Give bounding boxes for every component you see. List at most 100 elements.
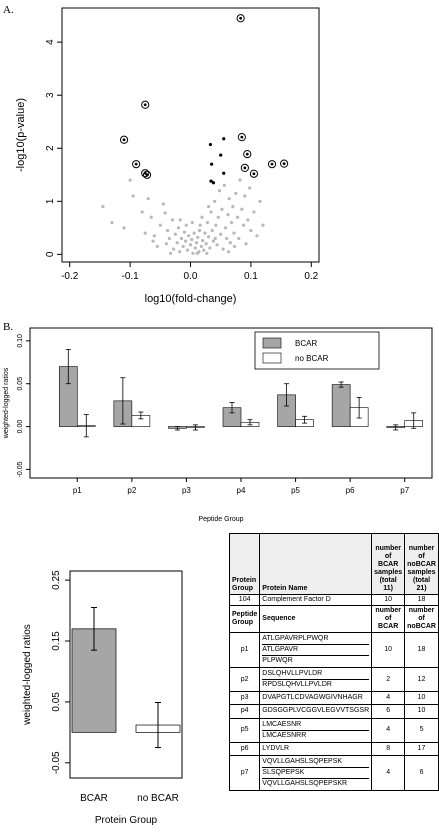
- grey-point: [211, 239, 216, 243]
- protein-bar-chart: -0.05 0.05 0.15 0.25 weighted-logged ratios B…: [22, 570, 183, 826]
- subheader-nobcar: number of noBCAR: [404, 605, 439, 634]
- sequence-cell: LYDVLR: [259, 741, 373, 756]
- grey-point: [209, 210, 213, 214]
- circled-point: [240, 135, 244, 139]
- grey-point: [258, 199, 262, 203]
- grey-point: [249, 228, 253, 233]
- y-tick-label: 2: [45, 145, 56, 151]
- grey-point: [200, 215, 204, 219]
- circled-point: [145, 173, 149, 177]
- grey-point: [149, 215, 153, 219]
- peptide-sequence: GDSGGPLVCGGVLEGVVTSGSR: [262, 707, 370, 715]
- grey-point: [220, 207, 224, 211]
- grey-point: [181, 244, 185, 249]
- panel-label-a: A.: [3, 4, 14, 16]
- bcar-count-cell: 2: [371, 667, 406, 693]
- peptide-sequence: SLSQPEPSK: [262, 768, 370, 779]
- grey-point: [222, 183, 226, 188]
- peptide-group-cell: p7: [228, 754, 261, 791]
- circled-point-ring: [236, 14, 245, 23]
- circled-point: [134, 162, 138, 166]
- grey-point: [243, 194, 247, 198]
- x-tick-label: p5: [291, 486, 300, 495]
- grey-point: [213, 236, 217, 241]
- nobcar-count-cell: 6: [404, 754, 439, 791]
- table-row: p5 LMCAESNR LMCAESNRR 4 5: [228, 717, 439, 743]
- header-protein-name: Protein Name: [259, 533, 373, 595]
- peptide-group-cell: p3: [228, 691, 261, 706]
- grey-point: [226, 212, 230, 217]
- circled-point-ring: [141, 100, 150, 109]
- x-tick-label: p1: [73, 486, 82, 495]
- grey-point: [164, 242, 168, 246]
- grey-point: [255, 234, 259, 238]
- grey-point: [194, 241, 199, 245]
- circled-point-ring: [280, 159, 289, 168]
- x-tick-label: p7: [400, 486, 409, 495]
- peptide-sequence: RPDSLQHVLLPVLDR: [262, 681, 332, 689]
- header-protein-group: Protein Group: [228, 533, 261, 595]
- plot-frame: [61, 7, 320, 263]
- grey-point: [151, 239, 155, 243]
- grey-point: [140, 210, 144, 214]
- grey-point: [163, 211, 167, 215]
- grey-point: [208, 246, 212, 250]
- grey-point: [101, 205, 105, 209]
- peptide-sequence: DSLQHVLLPVLDR: [262, 669, 370, 681]
- protein-group-cell: 104: [228, 593, 261, 607]
- grey-point: [228, 241, 232, 245]
- grey-point: [184, 223, 188, 227]
- grey-point: [161, 202, 165, 206]
- peptide-sequence: PLPWQR: [262, 657, 293, 665]
- grey-point: [223, 226, 228, 230]
- circled-point: [122, 138, 126, 142]
- grey-point: [178, 250, 182, 254]
- grey-point: [215, 243, 219, 247]
- grey-point: [203, 231, 207, 235]
- grey-point: [202, 248, 206, 252]
- table-row: p1 ATLGPAVRPLPWQR ATLGPAVR PLPWQR 10 18: [228, 632, 439, 669]
- peptide-group-cell: p2: [228, 667, 261, 693]
- grey-point: [229, 220, 234, 225]
- y-axis-label: -log10(p-value): [15, 98, 27, 172]
- grey-point: [190, 220, 194, 225]
- table-row: p2 DSLQHVLLPVLDR RPDSLQHVLLPVLDR 2 12: [228, 667, 439, 693]
- x-tick-label: 0.1: [244, 271, 258, 282]
- bar-bcar: [331, 384, 351, 427]
- grey-point: [165, 228, 170, 233]
- x-tick-label: p3: [182, 486, 191, 495]
- x-axis-label: log10(fold-change): [145, 293, 237, 305]
- grey-point: [190, 237, 194, 242]
- grey-point: [226, 250, 231, 254]
- circled-point: [245, 152, 249, 156]
- grey-point: [219, 232, 223, 236]
- grey-point: [232, 231, 236, 235]
- black-point: [219, 153, 223, 157]
- peptide-sequence: VQVLLGAHSLSQPEPSKR: [262, 779, 348, 787]
- bcar-count-cell: 6: [371, 704, 406, 719]
- grey-point: [193, 246, 197, 250]
- black-point: [222, 171, 226, 175]
- x-tick-label: p4: [237, 486, 246, 495]
- table-subheader-row: Peptide Group Sequence number of BCAR nu…: [228, 605, 439, 634]
- legend-label: no BCAR: [295, 354, 329, 363]
- y-tick-label: 0.15: [51, 631, 62, 651]
- grey-point: [227, 197, 231, 201]
- circled-point-ring: [132, 160, 141, 169]
- grey-point: [196, 235, 200, 240]
- y-tick-label: 0.05: [17, 377, 24, 391]
- bcar-count-cell: 4: [371, 691, 406, 706]
- black-point: [211, 181, 216, 185]
- legend-swatch: [262, 352, 282, 364]
- peptide-sequence: DVAPGTLCDVAGWGIVNHAGR: [262, 694, 363, 702]
- x-tick-label: -0.2: [61, 271, 79, 282]
- grey-point: [195, 251, 199, 255]
- circled-point-ring: [267, 160, 277, 169]
- grey-point: [204, 242, 208, 246]
- grey-point: [167, 236, 171, 241]
- grey-point: [236, 215, 240, 219]
- sequence-cell: VQVLLGAHSLSQPEPSK SLSQPEPSK VQVLLGAHSLSQPE…: [259, 754, 373, 791]
- table-row: p3 DVAPGTLCDVAGWGIVNHAGR 4 10: [228, 691, 439, 706]
- sequence-cell: GDSGGPLVCGGVLEGVVTSGSR: [259, 704, 373, 719]
- x-tick-label: p6: [346, 486, 355, 495]
